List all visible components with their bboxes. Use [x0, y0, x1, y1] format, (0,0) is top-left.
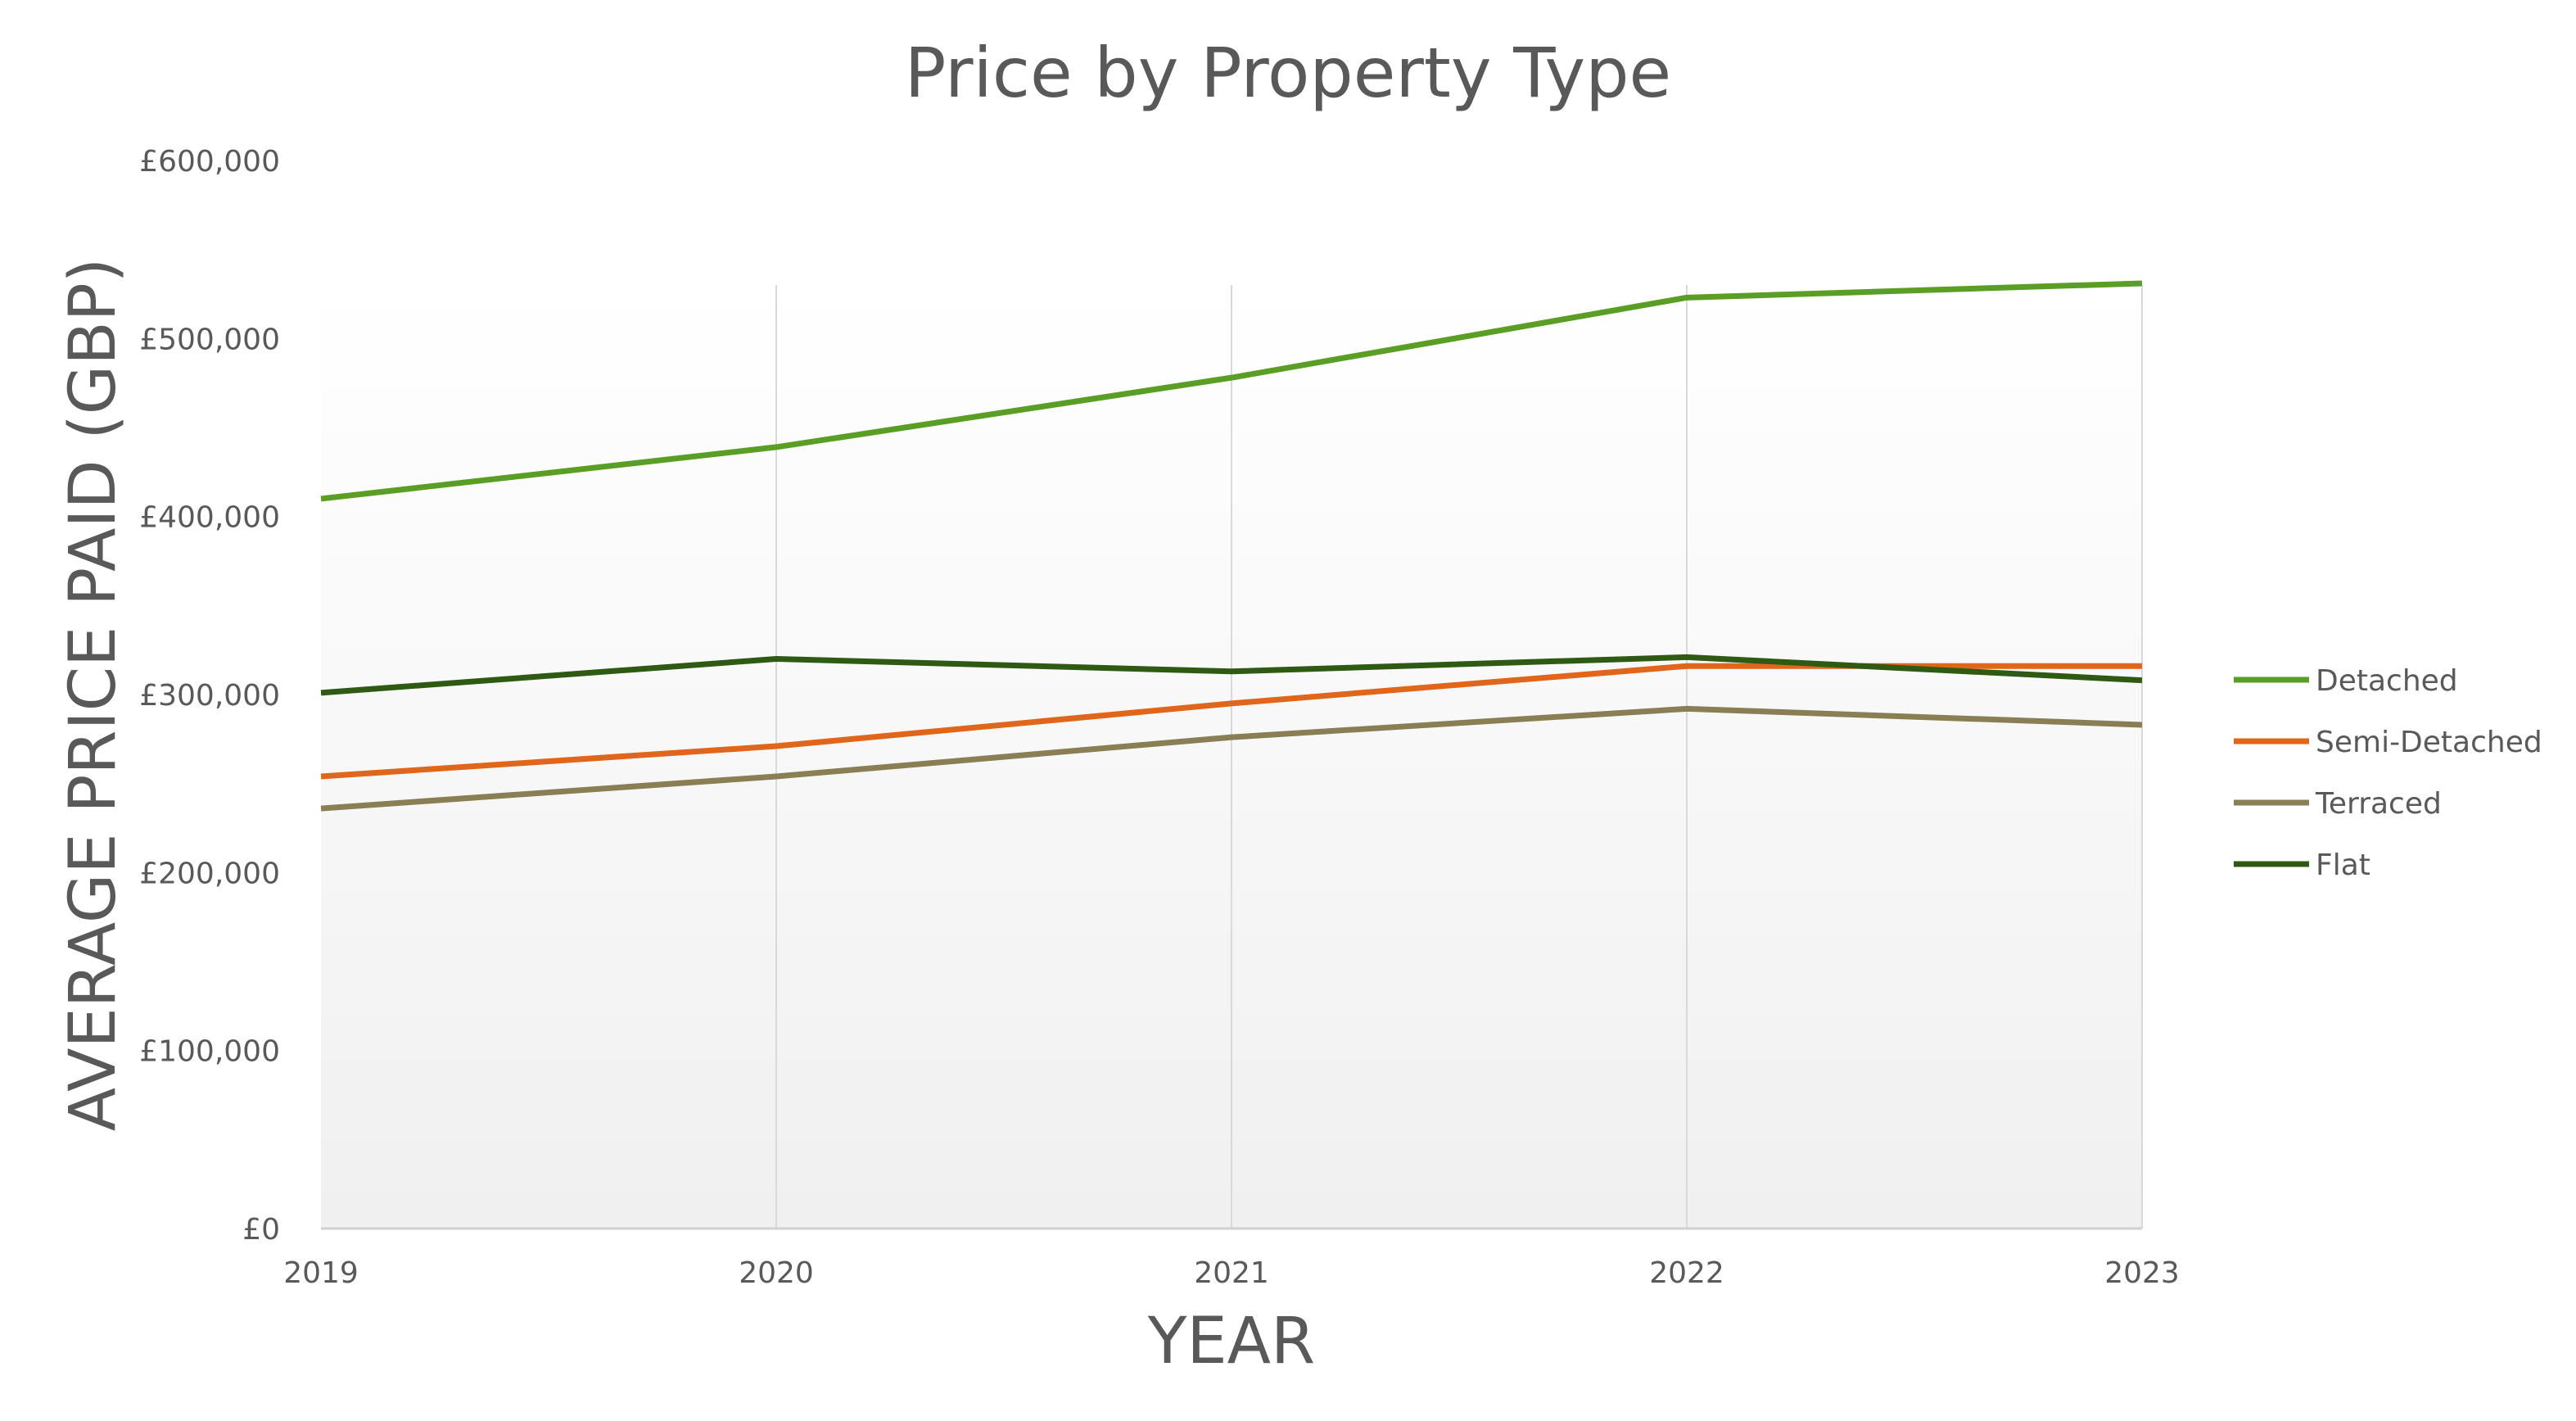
series-lines [320, 280, 2143, 812]
y-tick-label: £400,000 [139, 501, 280, 535]
series-line-terraced [320, 705, 2143, 812]
legend-label-flat: Flat [2316, 849, 2370, 882]
x-axis-ticks: 2019 2020 2021 2022 2023 [283, 1256, 2180, 1290]
y-tick-label: £200,000 [139, 857, 280, 890]
x-axis-title: YEAR [1147, 1305, 1315, 1378]
x-tick-label: 2021 [1194, 1256, 1269, 1290]
gridlines [775, 285, 2143, 1229]
legend-label-detached: Detached [2316, 664, 2458, 698]
series-line-flat [320, 654, 2143, 696]
chart-title: Price by Property Type [905, 33, 1671, 113]
legend-label-semi-detached: Semi-Detached [2316, 726, 2542, 759]
x-tick-label: 2023 [2104, 1256, 2180, 1290]
x-tick-label: 2019 [283, 1256, 359, 1290]
x-tick-label: 2020 [739, 1256, 814, 1290]
x-tick-label: 2022 [1649, 1256, 1724, 1290]
y-tick-label: £500,000 [139, 323, 280, 356]
y-tick-label: £0 [242, 1213, 280, 1247]
y-tick-label: £600,000 [139, 145, 280, 179]
y-tick-label: £300,000 [139, 679, 280, 713]
series-line-detached [320, 280, 2143, 502]
legend: Detached Semi-Detached Terraced Flat [2234, 664, 2542, 882]
y-tick-label: £100,000 [139, 1035, 280, 1069]
y-axis-ticks: £0 £100,000 £200,000 £300,000 £400,000 £500,0… [139, 145, 280, 1247]
y-axis-title: AVERAGE PRICE PAID (GBP) [56, 258, 130, 1131]
legend-label-terraced: Terraced [2315, 787, 2442, 821]
